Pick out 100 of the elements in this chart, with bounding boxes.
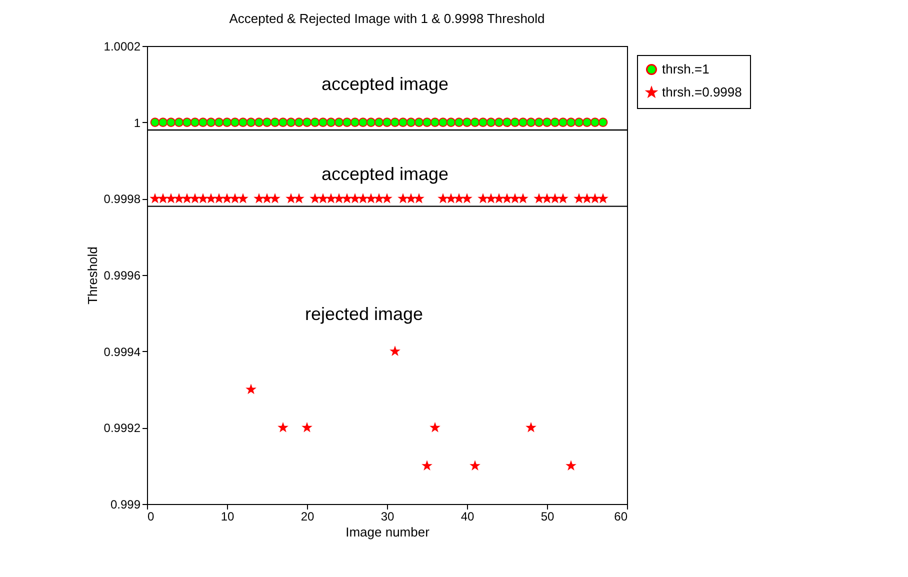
- point: [326, 194, 336, 203]
- point: [366, 118, 376, 128]
- point: [358, 194, 368, 203]
- y-tick-label: 0.9996: [104, 268, 141, 282]
- point: [150, 194, 160, 203]
- point: [342, 118, 352, 128]
- point: [478, 118, 488, 128]
- point: [470, 118, 480, 128]
- point: [446, 194, 456, 203]
- point: [422, 118, 432, 128]
- point: [214, 118, 224, 128]
- point: [230, 118, 240, 128]
- point: [382, 118, 392, 128]
- point: [542, 118, 552, 128]
- y-tick-label: 0.9994: [104, 344, 141, 359]
- point: [158, 118, 168, 128]
- point: [438, 118, 448, 128]
- point: [302, 422, 312, 432]
- point: [550, 118, 560, 128]
- point: [246, 118, 256, 128]
- point: [150, 118, 160, 128]
- point: [486, 194, 496, 203]
- point: [334, 194, 344, 203]
- point: [206, 118, 216, 128]
- point: [558, 194, 568, 203]
- point: [286, 194, 296, 203]
- point: [278, 118, 288, 128]
- point: [414, 194, 424, 203]
- point: [302, 118, 312, 128]
- point: [366, 194, 376, 203]
- point: [566, 118, 576, 128]
- point: [510, 118, 520, 128]
- point: [390, 346, 400, 356]
- point: [222, 118, 232, 128]
- point: [398, 194, 408, 203]
- point: [166, 118, 176, 128]
- point: [422, 461, 432, 470]
- point: [206, 194, 216, 203]
- x-tick-label: 30: [380, 510, 394, 524]
- point: [534, 118, 544, 128]
- point: [574, 194, 584, 203]
- point: [350, 118, 360, 128]
- point: [262, 194, 272, 203]
- point: [438, 194, 448, 203]
- point: [238, 118, 248, 128]
- point: [574, 118, 584, 128]
- y-axis-title: Threshold: [84, 246, 100, 304]
- point: [238, 194, 248, 203]
- x-tick-label: 60: [614, 510, 628, 524]
- point: [502, 194, 512, 203]
- chart-title: Accepted & Rejected Image with 1 & 0.9998 Threshold: [229, 11, 545, 26]
- point: [190, 194, 200, 203]
- point: [478, 194, 488, 203]
- point: [590, 118, 600, 128]
- point: [198, 118, 208, 128]
- point: [270, 118, 280, 128]
- x-axis-title: Image number: [346, 524, 430, 540]
- point: [582, 194, 592, 203]
- point: [494, 118, 504, 128]
- point: [310, 118, 320, 128]
- point: [190, 118, 200, 128]
- y-tick-label: 1.0002: [104, 40, 141, 54]
- point: [590, 194, 600, 203]
- annotation: accepted image: [321, 74, 449, 94]
- x-tick-label: 20: [300, 510, 314, 524]
- point: [582, 118, 592, 128]
- point: [510, 194, 520, 203]
- point: [382, 194, 392, 203]
- y-tick-label: 0.999: [110, 498, 141, 512]
- point: [534, 194, 544, 203]
- point: [334, 118, 344, 128]
- point: [214, 194, 224, 203]
- point: [278, 422, 288, 432]
- point: [374, 194, 384, 203]
- point: [390, 118, 400, 128]
- point: [462, 118, 472, 128]
- x-tick-label: 50: [540, 510, 554, 524]
- point: [286, 118, 296, 128]
- y-tick-label: 1: [134, 116, 141, 130]
- x-tick-label: 0: [148, 510, 154, 524]
- point: [550, 194, 560, 203]
- point: [310, 194, 320, 203]
- point: [486, 118, 496, 128]
- point: [318, 194, 328, 203]
- point: [542, 194, 552, 203]
- point: [342, 194, 352, 203]
- point: [566, 461, 576, 470]
- point: [430, 422, 440, 432]
- point: [174, 118, 184, 128]
- point: [454, 118, 464, 128]
- point: [526, 118, 536, 128]
- point: [430, 118, 440, 128]
- point: [182, 194, 192, 203]
- annotation: rejected image: [304, 304, 424, 324]
- point: [558, 118, 568, 128]
- y-tick-label: 0.9998: [104, 192, 141, 206]
- x-tick-label: 10: [220, 510, 234, 524]
- point: [182, 118, 192, 128]
- annotation: accepted image: [321, 164, 449, 184]
- point: [374, 118, 384, 128]
